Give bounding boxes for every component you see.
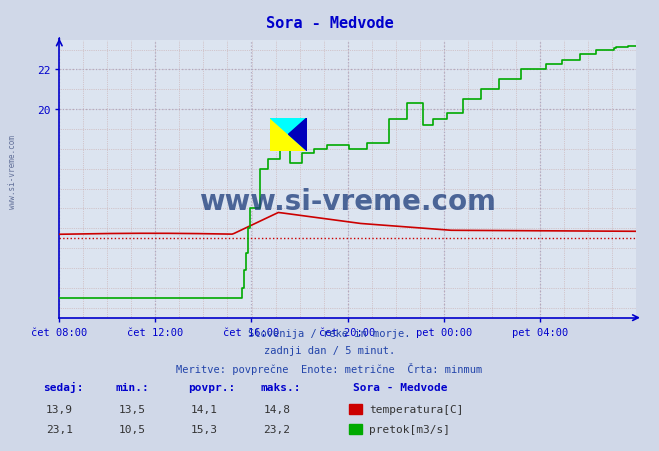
Text: temperatura[C]: temperatura[C] xyxy=(369,404,463,414)
Polygon shape xyxy=(289,118,307,152)
Text: 10,5: 10,5 xyxy=(119,424,145,434)
Text: 13,9: 13,9 xyxy=(46,404,72,414)
Polygon shape xyxy=(270,118,307,152)
Text: min.:: min.: xyxy=(115,382,149,392)
Text: sedaj:: sedaj: xyxy=(43,381,83,392)
Text: 14,1: 14,1 xyxy=(191,404,217,414)
Text: Sora - Medvode: Sora - Medvode xyxy=(266,16,393,31)
Text: povpr.:: povpr.: xyxy=(188,382,235,392)
Text: 15,3: 15,3 xyxy=(191,424,217,434)
Text: 23,1: 23,1 xyxy=(46,424,72,434)
Text: 23,2: 23,2 xyxy=(264,424,290,434)
Text: zadnji dan / 5 minut.: zadnji dan / 5 minut. xyxy=(264,345,395,355)
Text: www.si-vreme.com: www.si-vreme.com xyxy=(199,188,496,216)
Text: www.si-vreme.com: www.si-vreme.com xyxy=(8,134,17,208)
Text: 14,8: 14,8 xyxy=(264,404,290,414)
Text: Slovenija / reke in morje.: Slovenija / reke in morje. xyxy=(248,328,411,338)
Text: Sora - Medvode: Sora - Medvode xyxy=(353,382,447,392)
Text: maks.:: maks.: xyxy=(260,382,301,392)
Polygon shape xyxy=(270,118,307,152)
Text: pretok[m3/s]: pretok[m3/s] xyxy=(369,424,450,434)
Text: 13,5: 13,5 xyxy=(119,404,145,414)
Text: Meritve: povprečne  Enote: metrične  Črta: minmum: Meritve: povprečne Enote: metrične Črta:… xyxy=(177,363,482,375)
